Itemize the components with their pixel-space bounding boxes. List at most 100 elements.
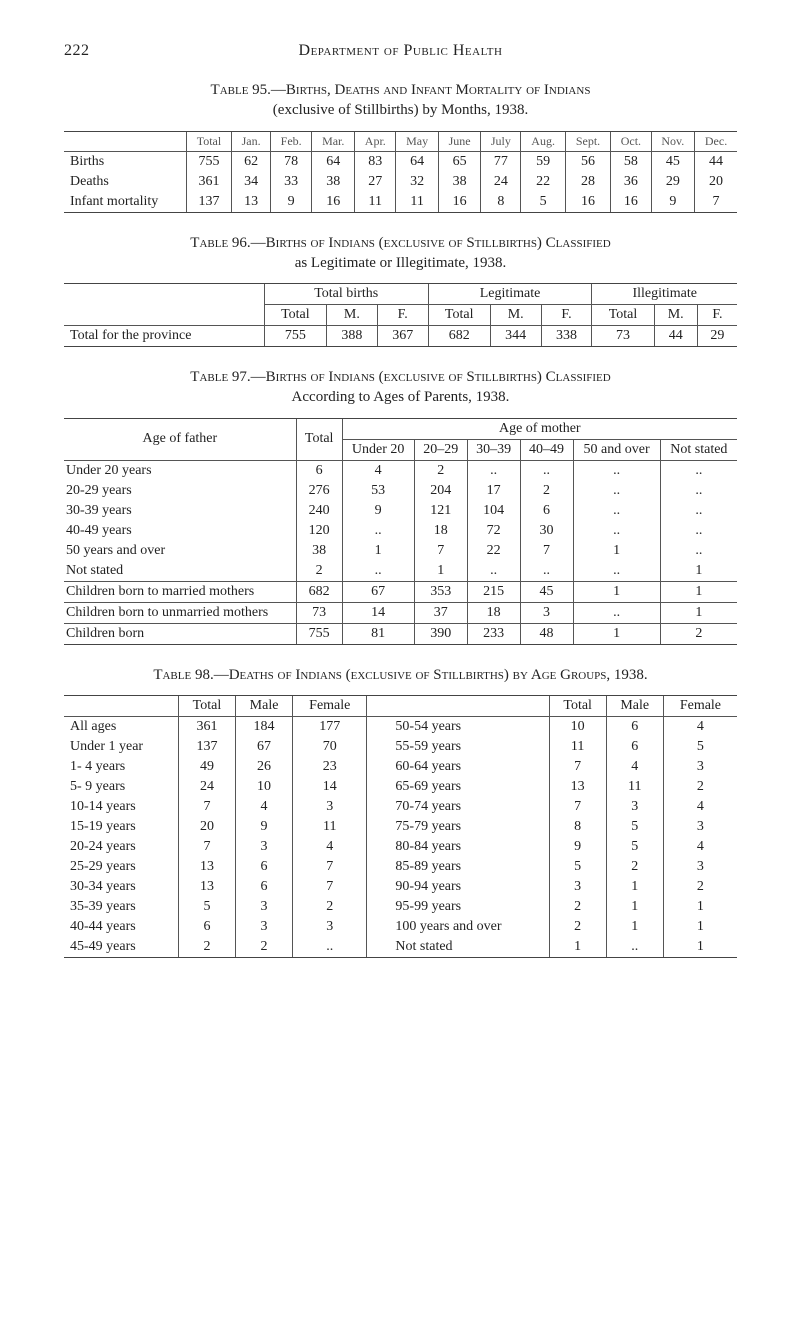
table-cell: 23 [293, 757, 367, 777]
table-cell: 24 [178, 777, 235, 797]
t95-row-infant-mortality: Infant mortality 137 13 9 16 11 11 16 8 … [64, 192, 737, 213]
table-cell: 215 [467, 581, 520, 602]
table-cell: 121 [414, 501, 467, 521]
t98-row-label: 5- 9 years [64, 777, 178, 797]
table-cell: 78 [271, 151, 312, 172]
page: 222 Department of Public Health 222 Tabl… [0, 0, 801, 1321]
table-cell: 5 [178, 897, 235, 917]
table-cell: 13 [549, 777, 606, 797]
table-cell: 4 [606, 757, 663, 777]
table-cell: 1 [342, 541, 414, 561]
table-cell: 83 [355, 151, 396, 172]
t98-row-label: 40-44 years [64, 917, 178, 937]
table-cell: 2 [663, 877, 737, 897]
table-96-label-b: as Legitimate or Illegitimate, 1938. [295, 255, 507, 271]
t95-month-jul: July [481, 131, 521, 151]
table-cell: .. [342, 561, 414, 582]
table-cell: 7 [695, 192, 737, 213]
table-cell: .. [293, 937, 367, 958]
t97-row-married: Children born to married mothers 682 67 … [64, 581, 737, 602]
table-cell: 7 [178, 797, 235, 817]
t97-total-header: Total [296, 418, 342, 460]
table-cell: 120 [296, 521, 342, 541]
table-cell: 1 [663, 917, 737, 937]
t98-row-label: 100 years and over [389, 917, 549, 937]
t96-sub: F. [541, 305, 592, 326]
table-cell: 59 [521, 151, 565, 172]
table-98-label-text: Table 98.—Deaths of Indians (exclusive o… [153, 667, 647, 683]
table-cell: 184 [235, 716, 292, 737]
table-cell: 755 [264, 326, 326, 347]
t98-row-label: Not stated [389, 937, 549, 958]
table-cell: 9 [271, 192, 312, 213]
t98-row: 40-44 years 6 3 3 100 years and over 2 1… [64, 917, 737, 937]
t96-group-total-births: Total births [264, 284, 428, 305]
table-cell: 77 [481, 151, 521, 172]
t98-row-label: 90-94 years [389, 877, 549, 897]
table-cell: .. [660, 481, 737, 501]
table-97: Age of father Total Age of mother Under … [64, 418, 737, 645]
table-cell: 1 [663, 897, 737, 917]
t97-row-label: 40-49 years [64, 521, 296, 541]
table-cell: 24 [481, 172, 521, 192]
table-cell: 344 [490, 326, 541, 347]
table-cell: 4 [663, 716, 737, 737]
t98-row-label: 35-39 years [64, 897, 178, 917]
table-cell: 58 [611, 151, 651, 172]
t96-sub: Total [264, 305, 326, 326]
table-cell: 361 [186, 172, 231, 192]
table-cell: 14 [293, 777, 367, 797]
t98-row-label: All ages [64, 716, 178, 737]
table-cell: 8 [549, 817, 606, 837]
t96-group-illegitimate: Illegitimate [592, 284, 737, 305]
table-cell: 4 [663, 837, 737, 857]
t95-month-mar: Mar. [312, 131, 355, 151]
table-cell: 7 [293, 857, 367, 877]
t98-row-label: 85-89 years [389, 857, 549, 877]
table-cell: 1 [660, 581, 737, 602]
table-cell: 3 [235, 897, 292, 917]
table-95: Total Jan. Feb. Mar. Apr. May June July … [64, 131, 737, 213]
t95-month-dec: Dec. [695, 131, 737, 151]
table-cell: 9 [235, 817, 292, 837]
table-cell: 2 [549, 897, 606, 917]
t98-row: 25-29 years 13 6 7 85-89 years 5 2 3 [64, 857, 737, 877]
t98-blank [389, 695, 549, 716]
table-cell: 2 [520, 481, 573, 501]
t96-sub: M. [490, 305, 541, 326]
t98-col-female: Female [663, 695, 737, 716]
table-cell: 353 [414, 581, 467, 602]
table-cell: .. [573, 521, 660, 541]
t97-father-header: Age of father [64, 418, 296, 460]
table-cell: 3 [663, 757, 737, 777]
table-cell: 1 [573, 581, 660, 602]
t98-row: 30-34 years 13 6 7 90-94 years 3 1 2 [64, 877, 737, 897]
t98-row-label: 55-59 years [389, 737, 549, 757]
t98-gap [367, 695, 390, 716]
t98-row: 15-19 years 20 9 11 75-79 years 8 5 3 [64, 817, 737, 837]
table-cell: 13 [178, 857, 235, 877]
table-cell: 2 [549, 917, 606, 937]
table-cell: 33 [271, 172, 312, 192]
t98-row-label: 20-24 years [64, 837, 178, 857]
table-97-label-a: Table 97.—Births of Indians (exclusive o… [190, 369, 610, 385]
table-cell: 3 [663, 817, 737, 837]
t98-row-label: 95-99 years [389, 897, 549, 917]
table-cell: 9 [549, 837, 606, 857]
table-cell: 32 [396, 172, 438, 192]
table-cell: 1 [573, 623, 660, 644]
t98-row: 10-14 years 7 4 3 70-74 years 7 3 4 [64, 797, 737, 817]
table-cell: 6 [296, 460, 342, 481]
table-cell: 1 [414, 561, 467, 582]
table-cell: 682 [428, 326, 490, 347]
t95-month-may: May [396, 131, 438, 151]
table-cell: 6 [520, 501, 573, 521]
table-cell: 16 [312, 192, 355, 213]
table-95-label: Table 95.—Births, Deaths and Infant Mort… [91, 80, 711, 121]
table-cell: 755 [296, 623, 342, 644]
table-cell: 13 [232, 192, 271, 213]
table-cell: .. [660, 521, 737, 541]
table-cell: 48 [520, 623, 573, 644]
table-cell: 104 [467, 501, 520, 521]
table-cell: 388 [326, 326, 377, 347]
